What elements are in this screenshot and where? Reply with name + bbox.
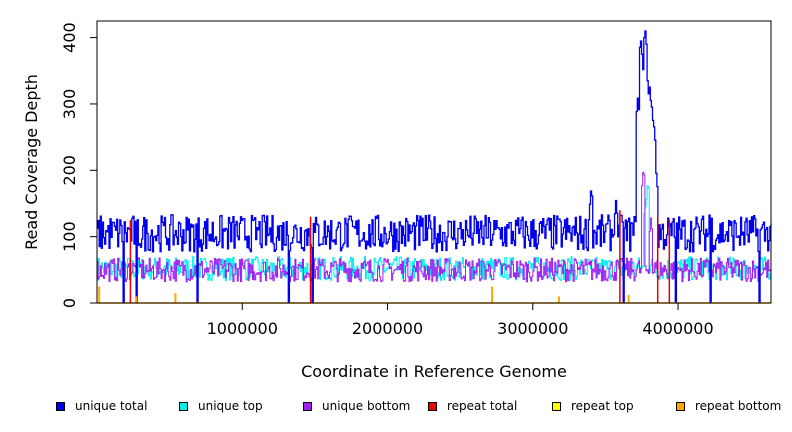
legend-item: unique bottom <box>303 399 410 413</box>
legend-swatch <box>676 401 685 411</box>
legend-label: repeat top <box>571 399 634 413</box>
x-axis: 1000000 2000000 3000000 4000000 <box>207 303 714 338</box>
legend-label: unique total <box>75 399 148 413</box>
y-tick-label: 300 <box>60 89 79 120</box>
coverage-chart: 1000000 2000000 3000000 4000000 0 100 200 300 4… <box>22 20 772 381</box>
legend-item: repeat top <box>552 399 634 413</box>
series-line-unique-total <box>97 30 772 304</box>
legend-swatch <box>179 401 188 411</box>
plot-area <box>97 30 772 304</box>
legend: unique total unique top unique bottom repea… <box>0 399 792 419</box>
x-tick-label: 1000000 <box>207 319 278 338</box>
y-axis-label: Read Coverage Depth <box>22 74 41 250</box>
legend-item: repeat bottom <box>676 399 781 413</box>
legend-item: unique top <box>179 399 263 413</box>
x-axis-label: Coordinate in Reference Genome <box>301 362 567 381</box>
y-tick-label: 400 <box>60 22 79 53</box>
legend-label: unique bottom <box>322 399 411 413</box>
legend-swatch <box>552 401 561 411</box>
legend-label: repeat total <box>447 399 518 413</box>
y-axis: 0 100 200 300 400 <box>60 22 97 308</box>
legend-swatch <box>428 401 437 411</box>
legend-item: repeat total <box>428 399 517 413</box>
x-tick-label: 4000000 <box>642 319 713 338</box>
y-tick-label: 0 <box>60 298 79 308</box>
legend-label: repeat bottom <box>695 399 782 413</box>
y-tick-label: 200 <box>60 155 79 186</box>
y-tick-label: 100 <box>60 221 79 252</box>
legend-swatch <box>303 401 312 411</box>
plot-frame <box>96 20 772 304</box>
series-line-unique-bottom <box>97 172 772 283</box>
legend-label: unique top <box>198 399 263 413</box>
legend-item: unique total <box>56 399 147 413</box>
x-tick-label: 3000000 <box>497 319 568 338</box>
legend-swatch <box>56 401 65 411</box>
x-tick-label: 2000000 <box>352 319 423 338</box>
